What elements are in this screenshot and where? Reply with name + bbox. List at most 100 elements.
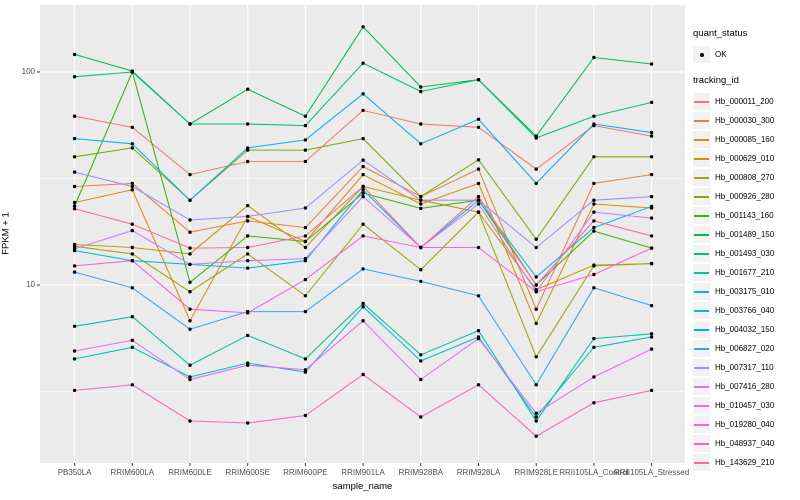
data-point bbox=[246, 87, 250, 91]
data-point bbox=[303, 256, 308, 261]
data-point bbox=[188, 218, 192, 222]
data-point bbox=[419, 415, 423, 419]
data-point bbox=[72, 136, 77, 141]
data-point bbox=[419, 279, 423, 284]
data-point bbox=[476, 383, 481, 387]
x-tick-label: RRIM600LE bbox=[168, 468, 212, 477]
data-point bbox=[188, 230, 192, 234]
data-point bbox=[188, 246, 192, 250]
x-tick-label: RRIM600SE bbox=[225, 468, 270, 477]
legend-key-box bbox=[693, 46, 710, 63]
data-point bbox=[130, 259, 134, 263]
data-point bbox=[476, 245, 481, 250]
line-swatch-icon bbox=[694, 195, 709, 198]
legend-item-Hb_001493_030: Hb_001493_030 bbox=[693, 245, 799, 262]
data-point bbox=[476, 117, 481, 122]
data-point bbox=[188, 327, 192, 331]
data-point bbox=[246, 252, 250, 256]
legend-item-label: Hb_048937_040 bbox=[715, 439, 775, 448]
line-swatch-icon bbox=[694, 271, 709, 274]
data-point bbox=[303, 225, 308, 230]
legend-key-box bbox=[693, 131, 710, 148]
data-point bbox=[72, 170, 77, 174]
axis-ticks bbox=[37, 71, 653, 466]
data-point bbox=[649, 172, 654, 177]
data-point bbox=[592, 401, 596, 405]
data-point bbox=[246, 311, 250, 315]
data-point bbox=[72, 264, 77, 268]
data-point bbox=[130, 146, 134, 150]
data-point bbox=[361, 305, 365, 309]
data-point bbox=[534, 383, 538, 387]
x-tick-label: PB350LA bbox=[57, 468, 92, 477]
data-point bbox=[419, 202, 423, 206]
data-point bbox=[476, 194, 481, 199]
data-point bbox=[419, 245, 423, 250]
line-swatch-icon bbox=[694, 347, 709, 350]
legend-item-quant-ok: OK bbox=[693, 46, 799, 63]
data-point bbox=[534, 167, 538, 171]
data-point bbox=[130, 125, 134, 129]
data-point bbox=[476, 336, 481, 341]
data-point bbox=[130, 345, 134, 349]
data-point bbox=[72, 244, 77, 248]
data-point bbox=[188, 419, 192, 423]
legend-item-label: Hb_004032_150 bbox=[715, 325, 775, 334]
data-point bbox=[592, 336, 596, 341]
panel-background bbox=[40, 5, 685, 463]
line-swatch-icon bbox=[694, 252, 709, 255]
data-point bbox=[361, 158, 365, 162]
legend-key-box bbox=[693, 454, 710, 471]
data-point bbox=[246, 234, 250, 238]
data-point bbox=[361, 184, 365, 189]
data-point bbox=[592, 345, 596, 349]
data-point bbox=[246, 333, 250, 338]
data-point bbox=[188, 280, 192, 284]
legend-key-box bbox=[693, 397, 710, 414]
legend-key-box bbox=[693, 245, 710, 262]
data-point bbox=[419, 359, 423, 363]
legend: quant_status OK tracking_id Hb_000011_20… bbox=[693, 28, 799, 473]
data-point bbox=[476, 125, 481, 129]
legend-item-Hb_000030_300: Hb_000030_300 bbox=[693, 112, 799, 129]
legend-item-Hb_019280_040: Hb_019280_040 bbox=[693, 416, 799, 433]
data-point bbox=[476, 158, 481, 162]
data-point bbox=[649, 303, 654, 308]
legend-tracking-items: Hb_000011_200 Hb_000030_300 Hb_000085_160 H… bbox=[693, 93, 799, 471]
data-point bbox=[303, 123, 308, 128]
legend-key-box bbox=[693, 321, 710, 338]
line-swatch-icon bbox=[694, 404, 709, 407]
legend-item-label: Hb_000085_160 bbox=[715, 135, 775, 144]
data-point bbox=[246, 363, 250, 367]
data-point bbox=[534, 290, 538, 294]
data-point bbox=[592, 202, 596, 206]
data-point bbox=[130, 70, 134, 74]
legend-title-quant-status: quant_status bbox=[693, 28, 748, 39]
data-point bbox=[649, 347, 654, 351]
data-point bbox=[419, 122, 423, 126]
data-point bbox=[130, 252, 134, 256]
legend-item-Hb_004032_150: Hb_004032_150 bbox=[693, 321, 799, 338]
data-point bbox=[361, 172, 365, 177]
data-point bbox=[476, 198, 481, 202]
data-point bbox=[303, 294, 308, 298]
data-point bbox=[592, 181, 596, 186]
data-point bbox=[534, 181, 538, 186]
data-point bbox=[592, 219, 596, 223]
data-point bbox=[130, 383, 134, 387]
data-point bbox=[534, 245, 538, 250]
data-point bbox=[361, 25, 365, 29]
data-point bbox=[419, 206, 423, 211]
data-point bbox=[130, 286, 134, 290]
data-point bbox=[361, 267, 365, 271]
data-point bbox=[188, 363, 192, 367]
data-point bbox=[303, 277, 308, 282]
data-point bbox=[72, 349, 77, 353]
data-point bbox=[361, 164, 365, 169]
legend-item-Hb_048937_040: Hb_048937_040 bbox=[693, 435, 799, 452]
data-point bbox=[72, 357, 77, 361]
line-swatch-icon bbox=[694, 442, 709, 445]
legend-item-Hb_001677_210: Hb_001677_210 bbox=[693, 264, 799, 281]
data-point bbox=[246, 259, 250, 263]
data-point bbox=[592, 272, 596, 277]
